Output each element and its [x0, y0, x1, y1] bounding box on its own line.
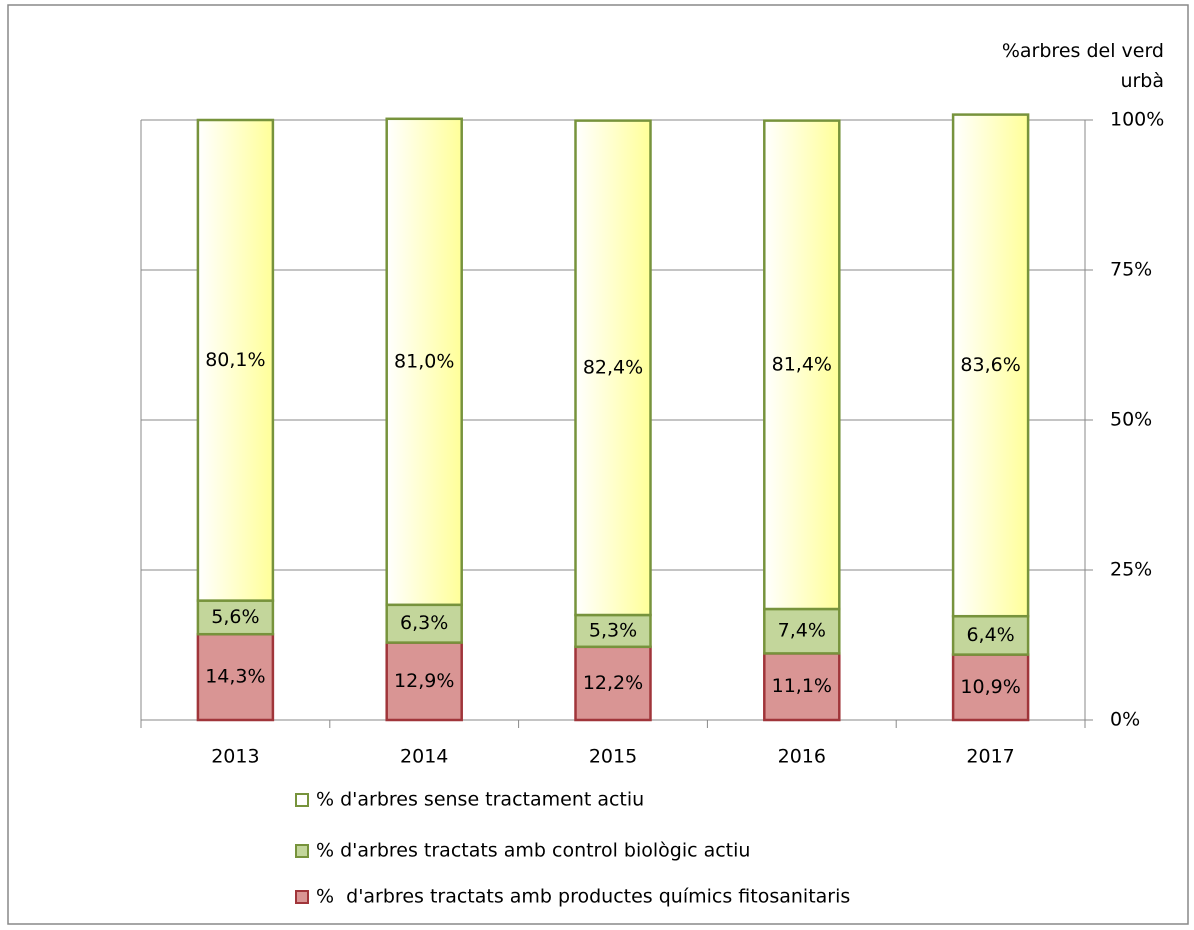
- data-label: 6,3%: [400, 612, 448, 634]
- data-label: 5,6%: [211, 606, 259, 628]
- bar-segment: [385, 603, 463, 644]
- data-label: 14,3%: [205, 666, 265, 688]
- x-tick-label: 2016: [778, 746, 826, 768]
- data-label: 82,4%: [583, 356, 643, 378]
- legend-swatch: [295, 793, 309, 807]
- data-label: 11,1%: [772, 675, 832, 697]
- bar-segment: [196, 118, 275, 602]
- data-label: 10,9%: [960, 676, 1020, 698]
- data-label: 12,2%: [583, 672, 643, 694]
- bar-segment: [574, 119, 652, 617]
- bar-segment: [385, 641, 463, 722]
- frame: [7, 4, 1189, 925]
- bar-segment: [385, 117, 463, 607]
- data-label: 5,3%: [589, 619, 637, 641]
- y-axis-label: %arbres del verd urbà: [1001, 40, 1164, 92]
- data-label: 81,0%: [394, 350, 454, 372]
- bar-segment: [196, 599, 275, 636]
- bar-segment: [951, 614, 1030, 656]
- bar-segment: [951, 113, 1030, 618]
- legend-label: % d'arbres tractats amb control biològic…: [316, 840, 750, 862]
- data-label: 6,4%: [966, 624, 1014, 646]
- x-tick-label: 2015: [589, 746, 637, 768]
- data-label: 12,9%: [394, 670, 454, 692]
- x-tick-label: 2014: [400, 746, 448, 768]
- bar-segment: [763, 607, 841, 655]
- x-tick-label: 2017: [966, 746, 1014, 768]
- legend-swatch: [295, 844, 309, 858]
- y-tick-label: 75%: [1110, 259, 1152, 281]
- y-tick-label: 50%: [1110, 409, 1152, 431]
- y-tick-label: 0%: [1110, 709, 1140, 731]
- bar-segment: [574, 645, 652, 722]
- y-tick-label: 25%: [1110, 559, 1152, 581]
- bar-segment: [951, 653, 1030, 722]
- data-label: 80,1%: [205, 349, 265, 371]
- legend-label: % d'arbres tractats amb productes químic…: [316, 886, 850, 908]
- y-tick-label: 100%: [1110, 109, 1164, 131]
- data-label: 81,4%: [772, 353, 832, 375]
- legend-label: % d'arbres sense tractament actiu: [316, 789, 644, 811]
- x-tick-label: 2013: [211, 746, 259, 768]
- data-label: 7,4%: [778, 620, 826, 642]
- legend-swatch: [295, 890, 309, 904]
- bar-segment: [574, 613, 652, 649]
- bar-segment: [763, 119, 841, 611]
- data-label: 83,6%: [960, 354, 1020, 376]
